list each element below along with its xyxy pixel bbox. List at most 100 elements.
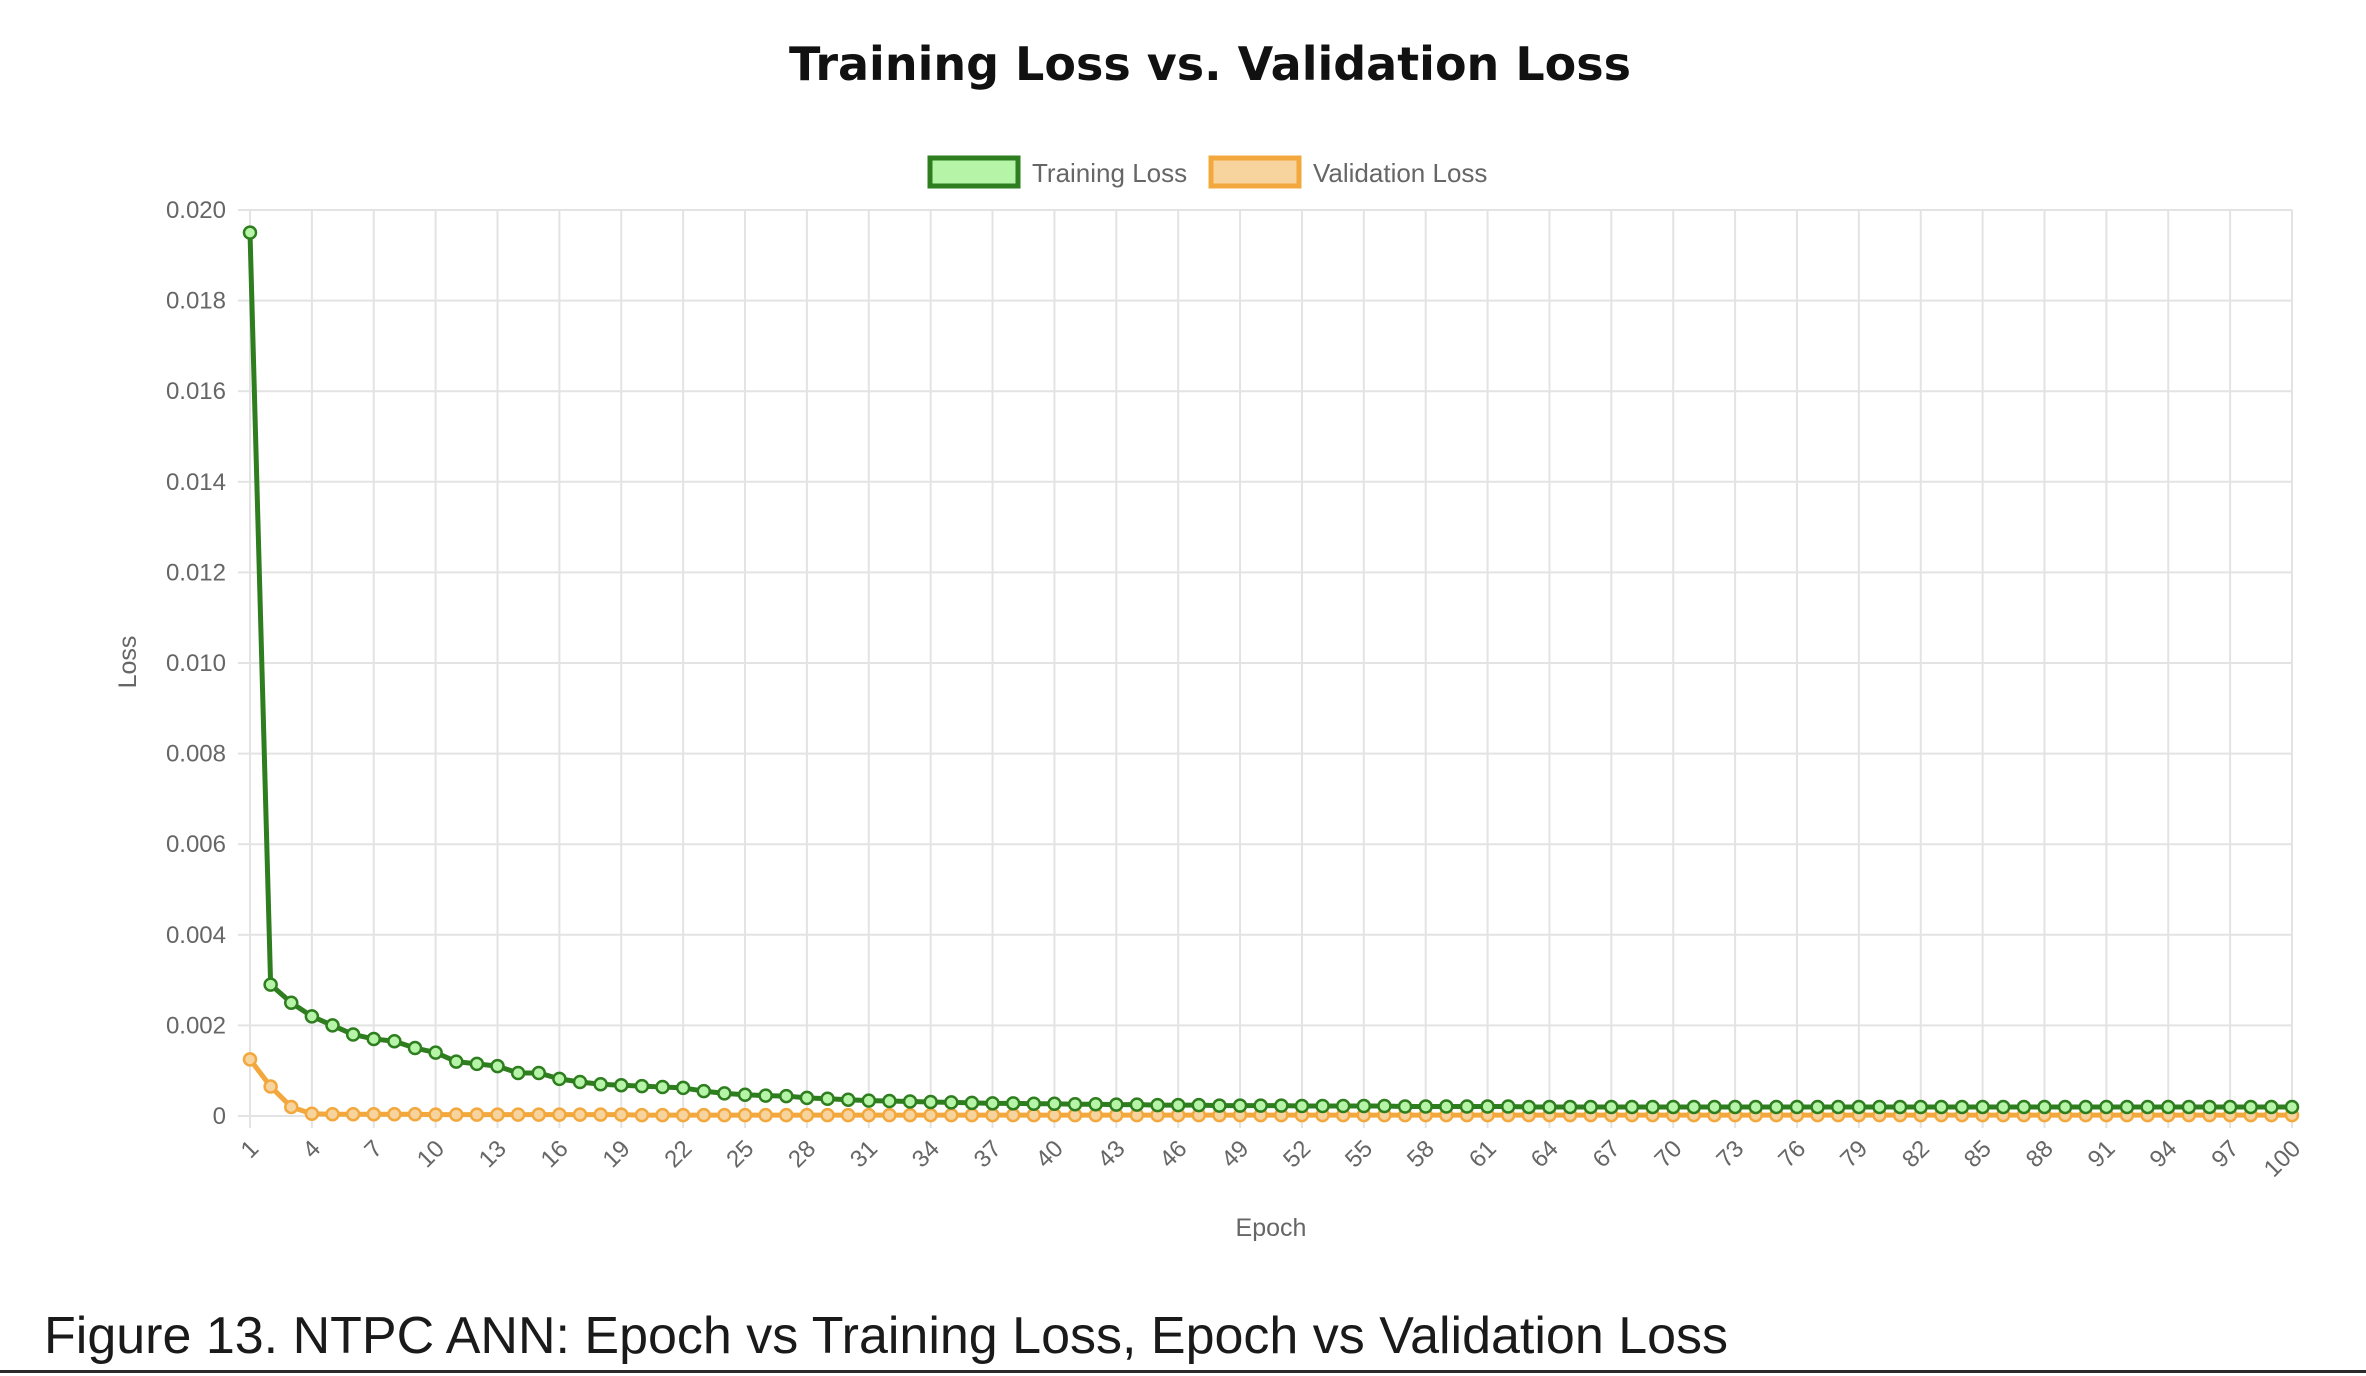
data-point-training-loss[interactable] bbox=[407, 1040, 423, 1056]
data-point-training-loss[interactable] bbox=[1727, 1099, 1743, 1115]
data-point-training-loss[interactable] bbox=[1975, 1099, 1990, 1115]
legend-item-training-loss[interactable]: Training Loss bbox=[927, 155, 1187, 189]
data-point-validation-loss[interactable] bbox=[345, 1106, 361, 1122]
data-point-training-loss[interactable] bbox=[1129, 1097, 1145, 1112]
data-point-training-loss[interactable] bbox=[263, 977, 278, 992]
data-point-validation-loss[interactable] bbox=[758, 1107, 773, 1123]
data-point-validation-loss[interactable] bbox=[820, 1107, 835, 1123]
data-point-training-loss[interactable] bbox=[1335, 1098, 1351, 1114]
data-point-validation-loss[interactable] bbox=[593, 1107, 608, 1122]
data-point-training-loss[interactable] bbox=[449, 1054, 464, 1069]
data-point-training-loss[interactable] bbox=[902, 1094, 918, 1109]
data-point-training-loss[interactable] bbox=[2160, 1099, 2176, 1115]
data-point-training-loss[interactable] bbox=[1995, 1099, 2011, 1115]
data-point-training-loss[interactable] bbox=[1253, 1098, 1268, 1113]
data-point-validation-loss[interactable] bbox=[304, 1106, 320, 1121]
data-point-validation-loss[interactable] bbox=[469, 1107, 485, 1122]
data-point-training-loss[interactable] bbox=[1212, 1098, 1227, 1113]
data-point-training-loss[interactable] bbox=[1439, 1099, 1454, 1114]
data-point-training-loss[interactable] bbox=[1521, 1099, 1537, 1115]
data-point-training-loss[interactable] bbox=[1418, 1099, 1433, 1114]
data-point-training-loss[interactable] bbox=[634, 1078, 650, 1094]
data-point-training-loss[interactable] bbox=[2037, 1099, 2052, 1115]
data-point-validation-loss[interactable] bbox=[387, 1106, 402, 1122]
data-point-training-loss[interactable] bbox=[2016, 1099, 2032, 1115]
data-point-training-loss[interactable] bbox=[1047, 1096, 1062, 1112]
data-point-validation-loss[interactable] bbox=[572, 1107, 588, 1122]
data-point-validation-loss[interactable] bbox=[944, 1107, 959, 1123]
data-point-training-loss[interactable] bbox=[1191, 1097, 1207, 1113]
data-point-validation-loss[interactable] bbox=[325, 1106, 340, 1122]
data-point-training-loss[interactable] bbox=[1645, 1099, 1660, 1115]
data-point-validation-loss[interactable] bbox=[902, 1107, 918, 1123]
data-point-training-loss[interactable] bbox=[2222, 1099, 2238, 1115]
data-point-validation-loss[interactable] bbox=[861, 1107, 877, 1123]
data-point-training-loss[interactable] bbox=[2243, 1099, 2258, 1115]
data-point-training-loss[interactable] bbox=[1810, 1099, 1825, 1115]
data-point-validation-loss[interactable] bbox=[964, 1107, 980, 1123]
data-point-training-loss[interactable] bbox=[572, 1074, 588, 1090]
data-point-training-loss[interactable] bbox=[1624, 1099, 1640, 1115]
data-point-training-loss[interactable] bbox=[1748, 1099, 1763, 1115]
data-point-training-loss[interactable] bbox=[614, 1077, 629, 1093]
data-point-training-loss[interactable] bbox=[1872, 1099, 1887, 1115]
data-point-training-loss[interactable] bbox=[1170, 1097, 1186, 1113]
data-point-training-loss[interactable] bbox=[655, 1079, 670, 1095]
data-point-training-loss[interactable] bbox=[882, 1093, 897, 1109]
data-point-training-loss[interactable] bbox=[840, 1092, 856, 1107]
data-point-training-loss[interactable] bbox=[1954, 1099, 1970, 1115]
data-point-training-loss[interactable] bbox=[552, 1071, 567, 1087]
data-point-training-loss[interactable] bbox=[1665, 1099, 1681, 1115]
data-point-validation-loss[interactable] bbox=[242, 1052, 258, 1067]
data-point-validation-loss[interactable] bbox=[675, 1107, 691, 1123]
data-point-training-loss[interactable] bbox=[861, 1093, 877, 1108]
data-point-training-loss[interactable] bbox=[1088, 1096, 1103, 1112]
data-point-training-loss[interactable] bbox=[1397, 1099, 1413, 1114]
data-point-training-loss[interactable] bbox=[820, 1091, 835, 1107]
data-point-training-loss[interactable] bbox=[779, 1088, 794, 1104]
data-point-validation-loss[interactable] bbox=[779, 1107, 794, 1123]
data-point-training-loss[interactable] bbox=[490, 1058, 505, 1074]
data-point-validation-loss[interactable] bbox=[840, 1107, 856, 1123]
data-point-training-loss[interactable] bbox=[1480, 1099, 1495, 1114]
data-point-validation-loss[interactable] bbox=[407, 1106, 423, 1122]
data-point-validation-loss[interactable] bbox=[1005, 1107, 1021, 1123]
data-point-training-loss[interactable] bbox=[1789, 1099, 1805, 1115]
data-point-validation-loss[interactable] bbox=[449, 1107, 464, 1122]
data-point-training-loss[interactable] bbox=[2264, 1099, 2279, 1115]
data-point-training-loss[interactable] bbox=[1769, 1099, 1784, 1115]
data-point-training-loss[interactable] bbox=[799, 1090, 815, 1106]
data-point-validation-loss[interactable] bbox=[799, 1107, 815, 1123]
data-point-training-loss[interactable] bbox=[1067, 1096, 1083, 1112]
data-point-validation-loss[interactable] bbox=[490, 1107, 505, 1122]
data-point-training-loss[interactable] bbox=[1315, 1098, 1330, 1114]
data-point-training-loss[interactable] bbox=[1604, 1099, 1619, 1115]
data-point-training-loss[interactable] bbox=[2202, 1099, 2217, 1115]
data-point-training-loss[interactable] bbox=[1583, 1099, 1598, 1115]
data-point-training-loss[interactable] bbox=[593, 1077, 608, 1092]
data-point-training-loss[interactable] bbox=[1707, 1099, 1722, 1115]
data-point-training-loss[interactable] bbox=[675, 1080, 691, 1096]
data-point-training-loss[interactable] bbox=[758, 1088, 773, 1103]
data-point-training-loss[interactable] bbox=[325, 1018, 340, 1033]
data-point-training-loss[interactable] bbox=[1542, 1099, 1557, 1115]
data-point-training-loss[interactable] bbox=[428, 1045, 443, 1060]
data-point-training-loss[interactable] bbox=[531, 1065, 547, 1081]
data-point-training-loss[interactable] bbox=[1232, 1098, 1248, 1113]
data-point-training-loss[interactable] bbox=[1686, 1099, 1702, 1115]
data-point-validation-loss[interactable] bbox=[614, 1107, 629, 1122]
data-point-training-loss[interactable] bbox=[1892, 1099, 1908, 1115]
data-point-training-loss[interactable] bbox=[1934, 1099, 1949, 1115]
data-point-training-loss[interactable] bbox=[366, 1031, 382, 1047]
data-point-validation-loss[interactable] bbox=[552, 1107, 567, 1122]
data-point-validation-loss[interactable] bbox=[882, 1107, 897, 1123]
data-point-validation-loss[interactable] bbox=[985, 1107, 1000, 1123]
data-point-training-loss[interactable] bbox=[964, 1095, 980, 1111]
data-point-training-loss[interactable] bbox=[1851, 1099, 1867, 1115]
data-point-validation-loss[interactable] bbox=[284, 1099, 299, 1115]
data-point-training-loss[interactable] bbox=[1005, 1096, 1021, 1111]
data-point-training-loss[interactable] bbox=[1026, 1096, 1042, 1112]
data-point-training-loss[interactable] bbox=[242, 225, 258, 240]
data-point-validation-loss[interactable] bbox=[696, 1107, 712, 1123]
data-point-validation-loss[interactable] bbox=[717, 1107, 732, 1123]
